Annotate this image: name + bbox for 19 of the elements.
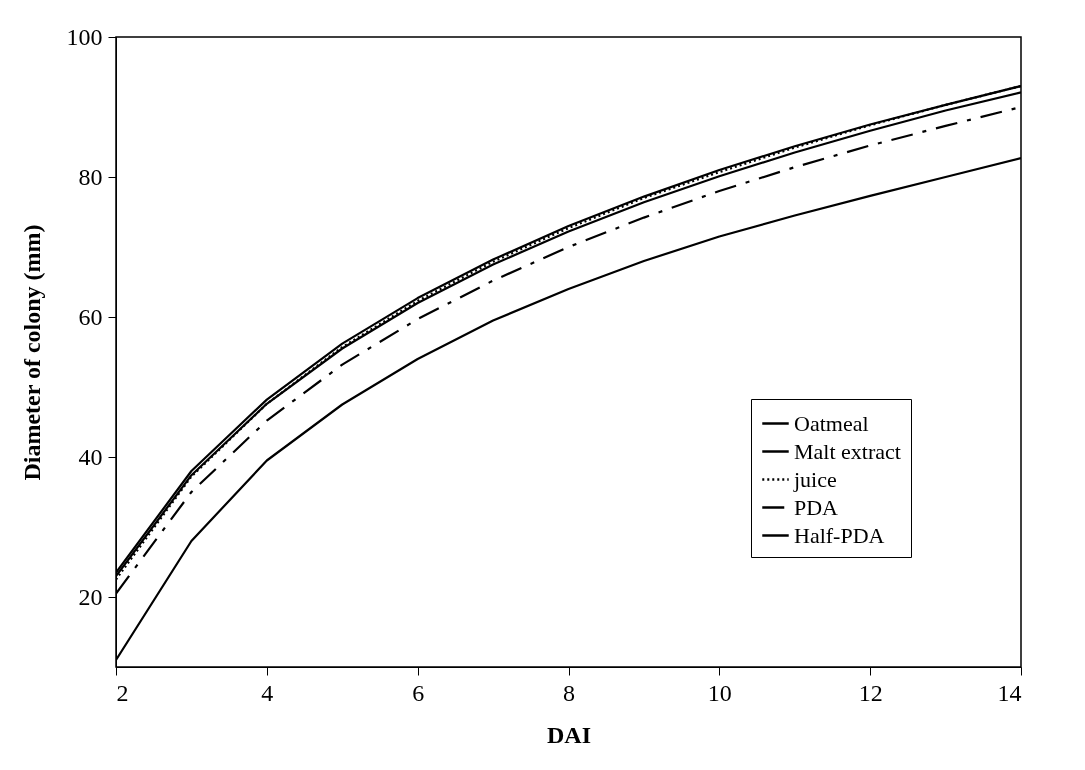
y-tick-label: 40 xyxy=(78,443,103,470)
legend-label: juice xyxy=(793,466,837,492)
legend-label: Half-PDA xyxy=(794,522,885,548)
x-tick-label: 10 xyxy=(707,679,732,706)
legend-label: Malt extract xyxy=(794,438,901,464)
x-tick-label: 12 xyxy=(858,679,883,706)
y-tick-label: 60 xyxy=(78,303,103,330)
legend-label: Oatmeal xyxy=(794,410,869,436)
y-axis-title: Diameter of colony (mm) xyxy=(18,224,45,481)
x-tick-label: 14 xyxy=(997,679,1022,706)
x-axis-title: DAI xyxy=(546,721,592,748)
y-tick-label: 20 xyxy=(78,583,103,610)
x-tick-label: 6 xyxy=(412,679,425,706)
x-tick-label: 4 xyxy=(261,679,274,706)
y-tick-label: 80 xyxy=(78,163,103,190)
x-tick-label: 2 xyxy=(116,679,129,706)
y-tick-label: 100 xyxy=(66,23,103,50)
legend-label: PDA xyxy=(794,494,839,520)
x-tick-label: 8 xyxy=(563,679,575,706)
